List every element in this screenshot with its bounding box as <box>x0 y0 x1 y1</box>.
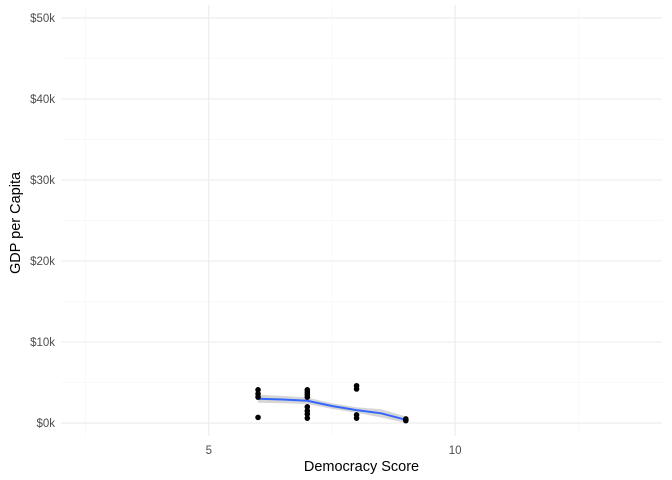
data-point-8 <box>304 404 311 410</box>
y-tick-label-1: $10k <box>30 337 55 349</box>
smooth-confidence-band <box>258 394 406 424</box>
y-axis-tick-labels: $0k $10k $20k $30k $40k $50k <box>30 13 55 430</box>
data-points <box>255 382 409 424</box>
confidence-band <box>258 394 406 424</box>
data-point-7 <box>304 394 311 400</box>
data-point-10 <box>304 411 311 417</box>
smooth-trend-line <box>258 397 407 421</box>
data-point-13 <box>353 386 360 392</box>
data-point-11 <box>304 415 311 421</box>
y-tick-label-3: $30k <box>30 175 55 187</box>
x-tick-label-0: 5 <box>206 445 212 457</box>
major-gridlines <box>61 5 662 436</box>
y-tick-label-4: $40k <box>30 94 55 106</box>
x-axis-title: Democracy Score <box>304 459 419 475</box>
y-tick-label-5: $50k <box>30 13 55 25</box>
data-point-15 <box>353 415 360 421</box>
data-point-17 <box>403 417 409 424</box>
x-axis-tick-labels: 5 10 <box>206 445 462 457</box>
data-point-0 <box>255 387 261 393</box>
data-point-3 <box>255 414 261 421</box>
y-tick-label-0: $0k <box>36 418 55 430</box>
y-tick-label-2: $20k <box>30 256 55 268</box>
data-point-2 <box>255 394 261 400</box>
smooth-line <box>258 397 407 421</box>
minor-gridlines <box>61 5 662 436</box>
x-tick-label-1: 10 <box>449 445 462 457</box>
y-axis-title: GDP per Capita <box>8 171 24 274</box>
